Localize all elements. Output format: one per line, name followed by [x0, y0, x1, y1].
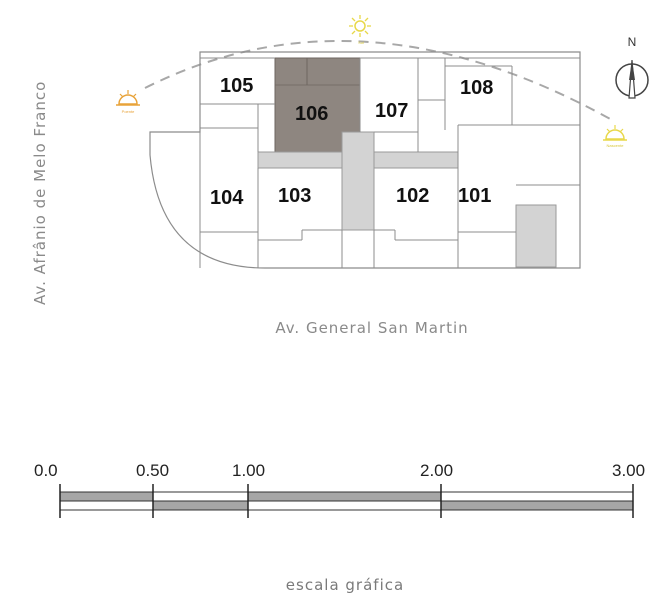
interior-walls	[150, 57, 580, 268]
common-area	[257, 131, 557, 268]
scale-tick-0: 0.0	[34, 461, 58, 480]
scale-caption: escala gráfica	[286, 576, 404, 594]
sun-noon-icon	[349, 15, 371, 37]
unit-label-103: 103	[278, 185, 311, 207]
street-label-left: Av. Afrânio de Melo Franco	[31, 81, 49, 305]
scale-tick-1: 0.50	[136, 461, 169, 480]
scale-segment-3	[247, 491, 442, 502]
street-label-bottom: Av. General San Martin	[275, 319, 468, 337]
sun-noon-label: Sol	[358, 40, 364, 45]
unit-label-102: 102	[396, 185, 429, 207]
unit-label-105: 105	[220, 75, 253, 97]
sun-west-label: Poente	[122, 109, 135, 114]
scale-segment-5	[59, 500, 154, 511]
unit-label-106: 106	[295, 103, 328, 125]
scale-segment-2	[152, 491, 249, 502]
scale-segment-1	[59, 491, 154, 502]
unit-label-108: 108	[460, 77, 493, 99]
building-outline	[149, 51, 581, 269]
scale-segment-4	[440, 491, 634, 502]
scale-segment-8	[440, 500, 634, 511]
unit-label-104: 104	[210, 187, 244, 209]
sun-east-label: Nascente	[607, 143, 625, 148]
sun-west-icon	[116, 90, 140, 106]
scale-segment-7	[247, 500, 442, 511]
compass-north-icon: N	[615, 35, 649, 99]
scale-tick-4: 3.00	[612, 461, 645, 480]
scale-segment-6	[152, 500, 249, 511]
sun-east-icon	[603, 125, 627, 141]
compass-label: N	[628, 35, 637, 49]
scale-bar	[59, 484, 634, 518]
unit-label-101: 101	[458, 185, 491, 207]
unit-label-107: 107	[375, 100, 408, 122]
sun-path-arc	[144, 39, 613, 121]
scale-tick-3: 2.00	[420, 461, 453, 480]
scale-tick-2: 1.00	[232, 461, 265, 480]
